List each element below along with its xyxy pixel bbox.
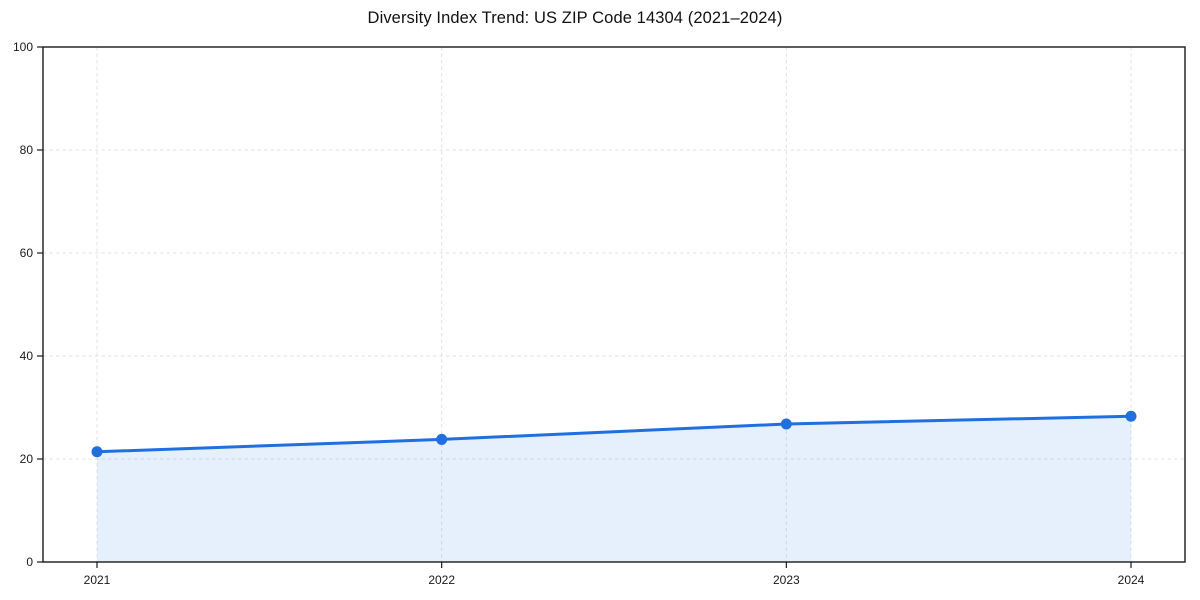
y-tick-label: 100	[13, 40, 33, 54]
data-point-marker	[436, 433, 448, 445]
y-tick-label: 60	[20, 246, 34, 260]
data-point-marker	[91, 446, 103, 458]
data-point-marker	[780, 418, 792, 430]
x-tick-label: 2023	[773, 573, 800, 587]
x-tick-label: 2022	[428, 573, 455, 587]
y-tick-label: 0	[26, 555, 33, 569]
x-tick-label: 2024	[1118, 573, 1145, 587]
x-tick-label: 2021	[84, 573, 111, 587]
y-tick-label: 20	[20, 452, 34, 466]
chart-title: Diversity Index Trend: US ZIP Code 14304…	[367, 9, 783, 27]
area-fill	[97, 416, 1131, 562]
trend-line	[95, 414, 1133, 454]
plot-border	[42, 46, 1186, 563]
y-tick-label: 80	[20, 143, 34, 157]
data-point-marker	[1125, 410, 1137, 422]
y-tick-label: 40	[20, 349, 34, 363]
